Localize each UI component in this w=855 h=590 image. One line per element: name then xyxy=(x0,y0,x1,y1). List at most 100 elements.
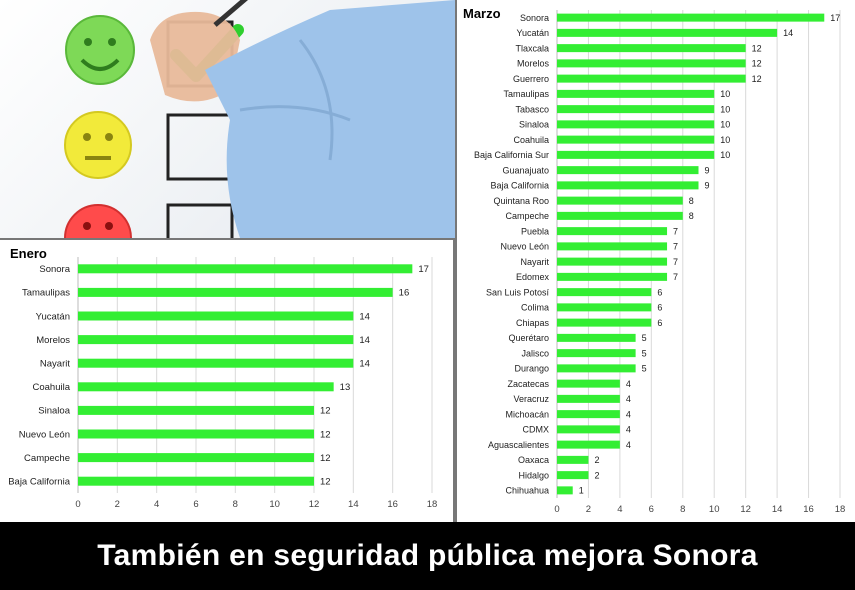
x-tick-label: 8 xyxy=(680,504,685,515)
value-label: 10 xyxy=(720,120,730,130)
category-label: Sonora xyxy=(39,264,70,275)
value-label: 2 xyxy=(594,470,599,480)
chart-enero: 0 2 4 6 8 10 12 14 16 18 Sonora 17 Tamaulipas 16 Yucat… xyxy=(8,257,438,510)
x-tick-label: 0 xyxy=(75,499,80,510)
category-label: Guanajuato xyxy=(502,165,549,175)
category-label: Guerrero xyxy=(513,74,549,84)
shirt-sleeve-icon xyxy=(205,0,455,238)
bar xyxy=(557,166,699,175)
bar xyxy=(557,105,715,114)
value-label: 1 xyxy=(579,486,584,496)
bar xyxy=(557,471,589,480)
value-label: 10 xyxy=(720,89,730,99)
x-tick-label: 2 xyxy=(586,504,591,515)
bar xyxy=(78,287,393,297)
headline-text: También en seguridad pública mejora Sono… xyxy=(97,539,758,572)
value-label: 7 xyxy=(673,257,678,267)
bar xyxy=(557,440,620,449)
bar xyxy=(78,358,354,368)
value-label: 4 xyxy=(626,425,631,435)
chart-title: Marzo xyxy=(463,6,501,21)
bar xyxy=(78,335,354,345)
value-label: 13 xyxy=(340,382,351,393)
bar xyxy=(78,476,314,486)
chart-marzo-panel: Marzo 0 2 4 6 8 10 12 14 16 18 Sonora 17 Yucatán 14 Tl… xyxy=(455,0,855,522)
value-label: 4 xyxy=(626,394,631,404)
headline-banner: También en seguridad pública mejora Sono… xyxy=(0,522,855,590)
bar xyxy=(557,28,778,37)
value-label: 10 xyxy=(720,135,730,145)
value-label: 7 xyxy=(673,272,678,282)
value-label: 17 xyxy=(830,13,840,23)
x-tick-label: 2 xyxy=(115,499,120,510)
x-tick-label: 6 xyxy=(193,499,198,510)
x-tick-label: 14 xyxy=(772,504,783,515)
category-label: Chiapas xyxy=(516,318,550,328)
checkbox-empty-icon xyxy=(166,203,234,238)
bar xyxy=(557,44,746,53)
bar xyxy=(557,211,683,220)
category-label: Jalisco xyxy=(521,348,549,358)
x-tick-label: 6 xyxy=(649,504,654,515)
value-label: 12 xyxy=(752,43,762,53)
bar xyxy=(557,394,620,403)
value-label: 8 xyxy=(689,196,694,206)
category-label: Coahuila xyxy=(513,135,549,145)
category-label: Baja California xyxy=(8,477,70,488)
category-label: Campeche xyxy=(505,211,549,221)
bar xyxy=(557,425,620,434)
value-label: 6 xyxy=(657,303,662,313)
bar xyxy=(557,364,636,373)
bar xyxy=(78,429,314,439)
category-label: Querétaro xyxy=(508,333,549,343)
bar xyxy=(78,405,314,415)
bar xyxy=(557,288,652,297)
value-label: 6 xyxy=(657,287,662,297)
category-label: Morelos xyxy=(36,335,70,346)
happy-face-icon xyxy=(65,15,135,85)
value-label: 5 xyxy=(642,333,647,343)
bar xyxy=(557,486,573,495)
bar xyxy=(78,382,334,392)
value-label: 12 xyxy=(320,453,331,464)
bar xyxy=(78,453,314,463)
bar xyxy=(557,333,636,342)
bar xyxy=(557,196,683,205)
bar xyxy=(557,318,652,327)
value-label: 9 xyxy=(705,181,710,191)
category-label: Coahuila xyxy=(33,382,71,393)
value-label: 12 xyxy=(752,74,762,84)
category-label: Sonora xyxy=(520,13,549,23)
chart-title: Enero xyxy=(10,246,47,261)
category-label: San Luis Potosí xyxy=(486,287,550,297)
value-label: 12 xyxy=(320,429,331,440)
x-tick-label: 16 xyxy=(387,499,398,510)
category-label: CDMX xyxy=(523,425,550,435)
value-label: 17 xyxy=(418,264,429,275)
category-label: Colima xyxy=(521,303,549,313)
category-label: Tamaulipas xyxy=(22,288,70,299)
chart-enero-panel: Enero 0 2 4 6 8 10 12 14 16 18 Sonora 17 Tamaulipas 1… xyxy=(0,238,455,522)
value-label: 5 xyxy=(642,348,647,358)
bar xyxy=(557,379,620,388)
x-tick-label: 18 xyxy=(427,499,438,510)
bar xyxy=(78,264,413,274)
category-label: Tamaulipas xyxy=(503,89,549,99)
category-label: Hidalgo xyxy=(518,470,549,480)
category-label: Durango xyxy=(514,364,549,374)
value-label: 12 xyxy=(752,59,762,69)
category-label: Aguascalientes xyxy=(488,440,550,450)
bar xyxy=(557,257,668,266)
x-tick-label: 18 xyxy=(835,504,846,515)
category-label: Sinaloa xyxy=(519,120,549,130)
category-label: Tlaxcala xyxy=(515,43,549,53)
x-tick-label: 10 xyxy=(269,499,280,510)
bar xyxy=(557,74,746,83)
bar xyxy=(557,89,715,98)
x-tick-label: 4 xyxy=(617,504,622,515)
bar xyxy=(557,242,668,251)
value-label: 8 xyxy=(689,211,694,221)
value-label: 10 xyxy=(720,104,730,114)
value-label: 16 xyxy=(399,288,410,299)
